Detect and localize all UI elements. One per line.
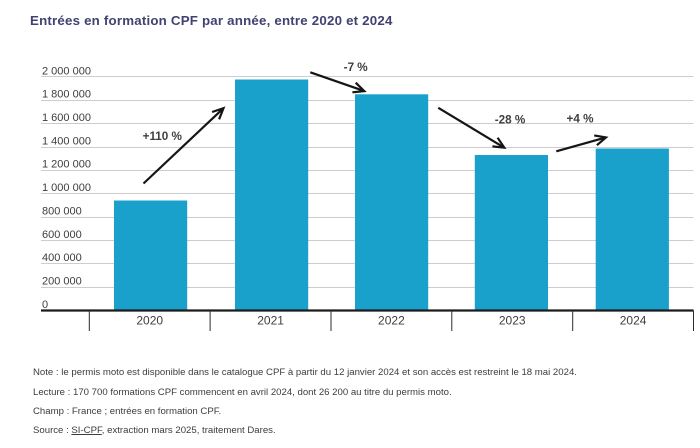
- svg-text:2024: 2024: [620, 314, 647, 328]
- svg-text:2 000 000: 2 000 000: [42, 65, 91, 77]
- svg-text:-7 %: -7 %: [344, 61, 369, 74]
- svg-text:1 200 000: 1 200 000: [42, 159, 91, 171]
- svg-text:1 000 000: 1 000 000: [42, 182, 91, 194]
- svg-text:2021: 2021: [257, 314, 284, 328]
- svg-text:600 000: 600 000: [42, 229, 82, 241]
- svg-text:200 000: 200 000: [42, 275, 82, 287]
- svg-text:2022: 2022: [378, 314, 405, 328]
- svg-text:+110 %: +110 %: [143, 130, 183, 143]
- svg-text:2020: 2020: [136, 314, 163, 328]
- svg-text:800 000: 800 000: [42, 205, 82, 217]
- svg-text:+4 %: +4 %: [567, 113, 595, 126]
- svg-text:1 400 000: 1 400 000: [42, 135, 91, 147]
- svg-text:1 800 000: 1 800 000: [42, 89, 91, 101]
- svg-text:2023: 2023: [499, 314, 526, 328]
- svg-text:-28 %: -28 %: [495, 114, 526, 127]
- svg-text:0: 0: [42, 299, 48, 311]
- svg-text:1 600 000: 1 600 000: [42, 112, 91, 124]
- svg-text:400 000: 400 000: [42, 252, 82, 264]
